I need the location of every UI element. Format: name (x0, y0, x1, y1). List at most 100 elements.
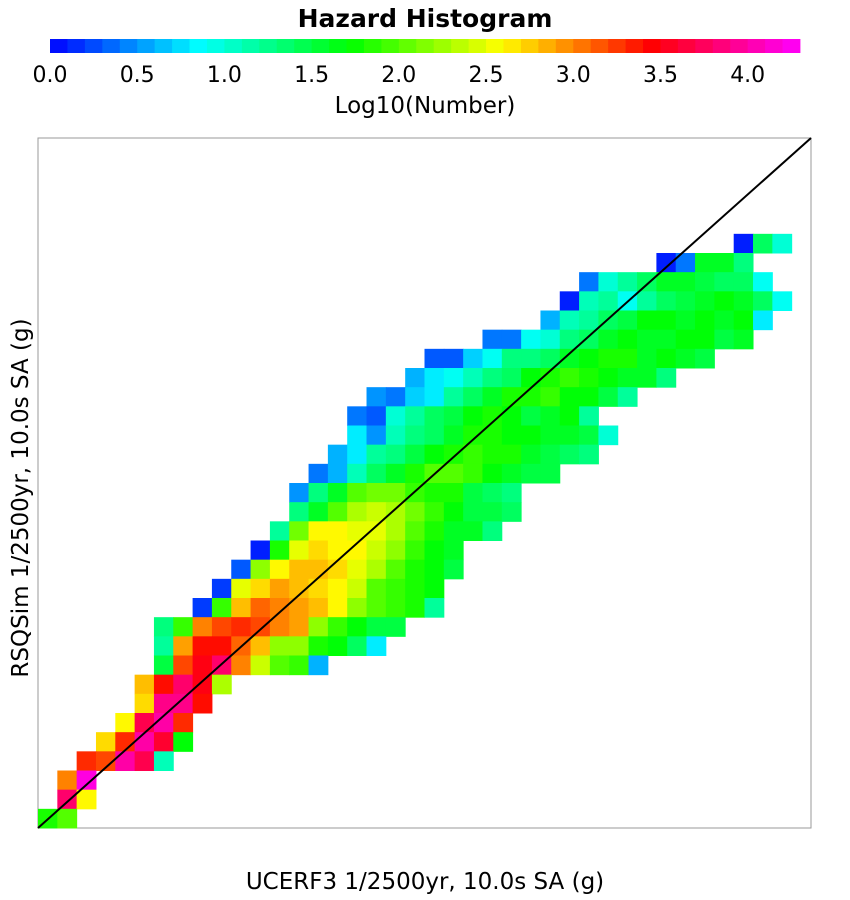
heatmap-cell (424, 559, 445, 580)
heatmap-cell (733, 329, 754, 350)
heatmap-cell (501, 348, 522, 369)
chart-title: Hazard Histogram (298, 4, 553, 33)
heatmap-cell (695, 253, 715, 273)
colorbar-segment (50, 39, 68, 53)
heatmap-cell (521, 368, 541, 388)
heatmap-cell (308, 617, 329, 637)
reference-line (37, 137, 812, 829)
heatmap-cell (559, 291, 580, 311)
colorbar-segment (625, 39, 644, 53)
heatmap-cell (327, 463, 348, 484)
heatmap-cell (714, 253, 735, 273)
heatmap-cell (269, 521, 290, 541)
heatmap-cell (153, 732, 174, 752)
heatmap-cell (385, 540, 406, 561)
heatmap-cell (405, 578, 425, 599)
heatmap-cell (405, 463, 425, 484)
heatmap-cell (424, 521, 445, 541)
heatmap-cell (250, 540, 271, 561)
heatmap-cell (211, 617, 232, 637)
heatmap-cell (57, 789, 78, 810)
heatmap-cell (366, 502, 387, 522)
colorbar-segment (276, 39, 295, 53)
heatmap-cell (192, 636, 213, 656)
heatmap-cell (231, 655, 252, 676)
heatmap-cell (308, 540, 329, 561)
heatmap-cell (482, 463, 503, 484)
heatmap-cell (385, 444, 406, 465)
heatmap-cell (695, 272, 715, 292)
heatmap-cell (559, 368, 580, 388)
heatmap-cell (482, 348, 503, 369)
heatmap-cell (327, 636, 348, 656)
colorbar-segment (206, 39, 225, 53)
colorbar-segment (643, 39, 661, 53)
heatmap-cell (153, 674, 174, 695)
heatmap-cell (579, 444, 599, 465)
heatmap-cell (598, 291, 619, 311)
colorbar-tick-label: 0.5 (120, 63, 155, 88)
heatmap-cell (424, 387, 445, 407)
heatmap-cell (463, 463, 483, 484)
heatmap-cell (211, 636, 232, 656)
heatmap-cell (289, 559, 310, 580)
heatmap-cell (347, 406, 368, 426)
heatmap-cell (443, 406, 464, 426)
heatmap-cell (463, 387, 483, 407)
heatmap-cell (347, 444, 368, 465)
heatmap-cell (540, 329, 561, 350)
heatmap-cell (366, 483, 387, 503)
heatmap-cell (327, 444, 348, 465)
heatmap-cell (289, 521, 310, 541)
x-axis-label: UCERF3 1/2500yr, 10.0s SA (g) (246, 869, 604, 895)
heatmap-cell (598, 348, 619, 369)
colorbar-tick-label: 0.0 (33, 63, 68, 88)
heatmap-cell (501, 463, 522, 484)
heatmap-cell (308, 636, 329, 656)
heatmap-cell (443, 368, 464, 388)
heatmap-cell (521, 406, 541, 426)
colorbar-segment (172, 39, 190, 53)
colorbar-segment (67, 39, 86, 53)
heatmap-cell (327, 521, 348, 541)
heatmap-cell (656, 329, 677, 350)
heatmap-cell (385, 617, 406, 637)
colorbar-segment (555, 39, 574, 53)
heatmap-cell (289, 636, 310, 656)
colorbar-segment (660, 39, 679, 53)
heatmap-cell (405, 559, 425, 580)
heatmap-cell (637, 368, 657, 388)
colorbar-tick-label: 4.0 (730, 63, 765, 88)
heatmap-cell (347, 636, 368, 656)
heatmap-cell (559, 348, 580, 369)
heatmap-cell (424, 406, 445, 426)
heatmap-cell (269, 598, 290, 618)
heatmap-cell (153, 655, 174, 676)
colorbar-segment (84, 39, 103, 53)
heatmap-cell (385, 598, 406, 618)
heatmap-cell (521, 329, 541, 350)
heatmap-cell (289, 540, 310, 561)
heatmap-cell (173, 732, 194, 752)
colorbar-segment (363, 39, 382, 53)
colorbar-segment (765, 39, 783, 53)
heatmap-cell (405, 444, 425, 465)
heatmap-cell (482, 329, 503, 350)
heatmap-cell (540, 463, 561, 484)
heatmap-cell (733, 272, 754, 292)
heatmap-cell (347, 502, 368, 522)
heatmap-cell (714, 329, 735, 350)
heatmap-cell (675, 310, 696, 331)
heatmap-cell (656, 348, 677, 369)
colorbar-label: Log10(Number) (335, 93, 516, 119)
heatmap-cell (153, 617, 174, 637)
heatmap-cell (637, 329, 657, 350)
heatmap-cell (405, 368, 425, 388)
colorbar-segment (782, 39, 801, 53)
heatmap-cell (250, 655, 271, 676)
heatmap-cell (173, 713, 194, 733)
heatmap-cell (173, 636, 194, 656)
heatmap-cell (521, 444, 541, 465)
heatmap-cell (443, 502, 464, 522)
heatmap-cell (598, 387, 619, 407)
